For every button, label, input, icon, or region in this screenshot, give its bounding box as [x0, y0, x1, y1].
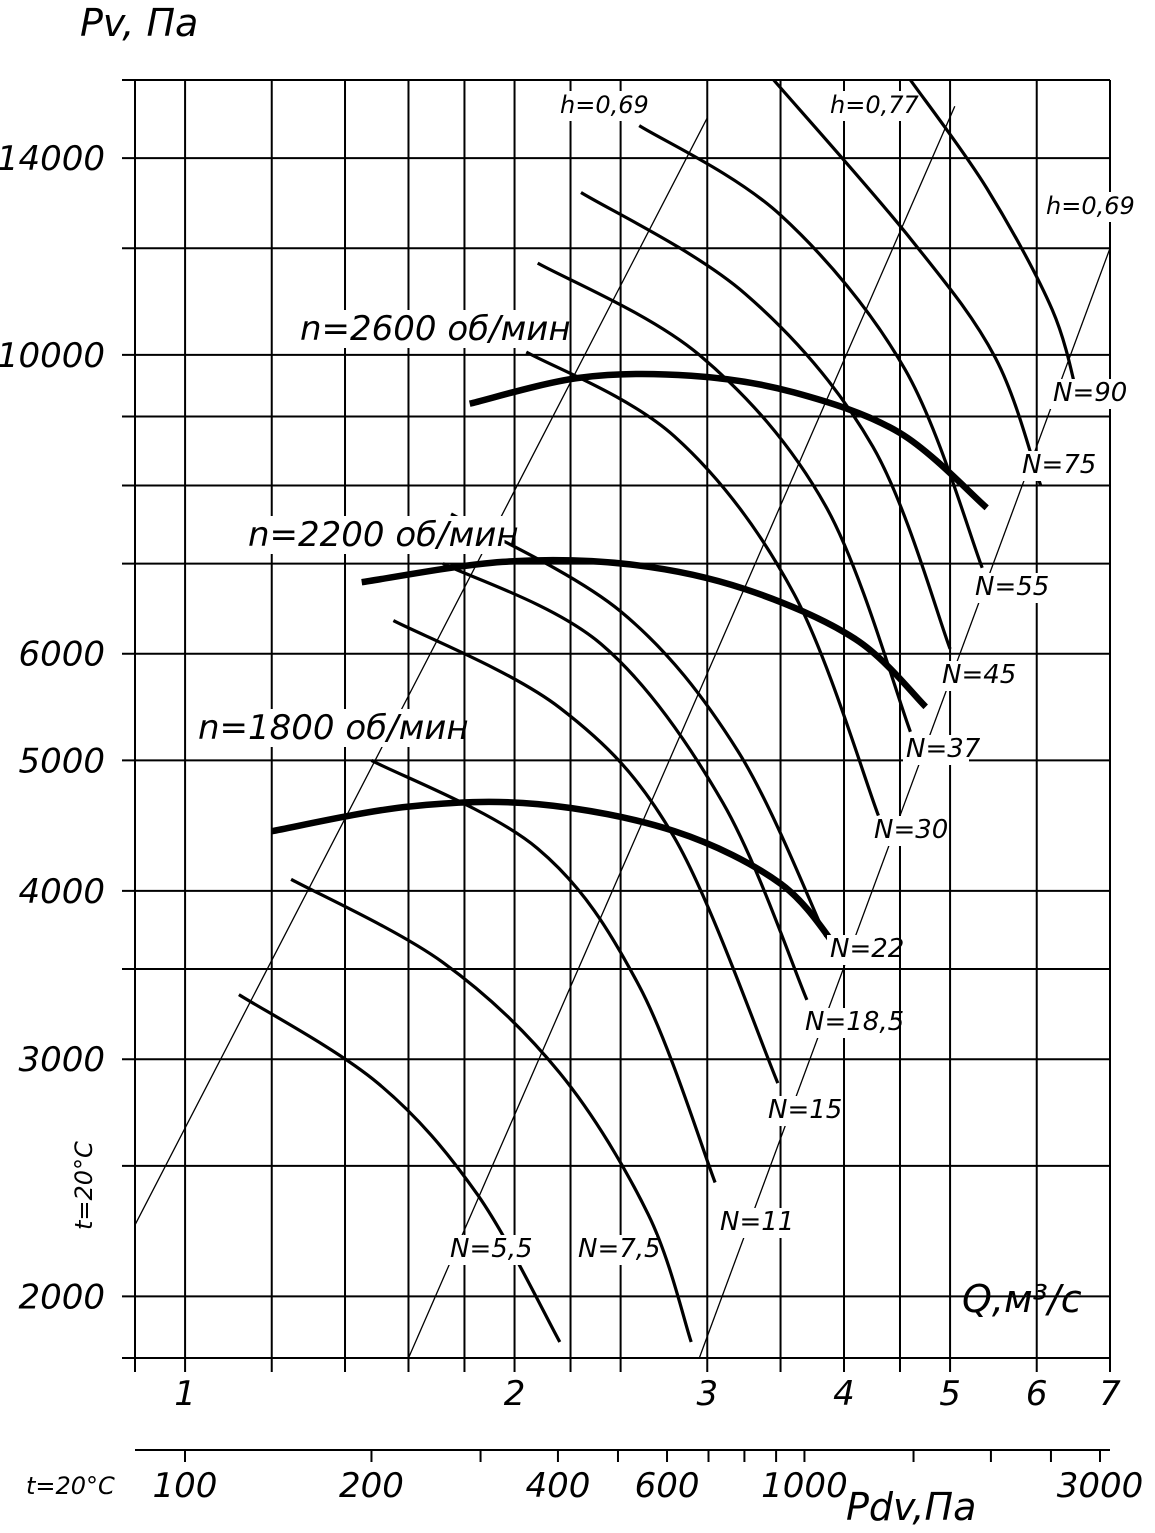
- speed-curve-n-2600-об-мин: [468, 370, 989, 511]
- y-tick-label: 14000: [0, 139, 105, 179]
- label-n-15: N=15: [768, 1095, 842, 1125]
- x-tick-label: 2: [504, 1374, 526, 1414]
- label-n-18-5: N=18,5: [805, 1007, 904, 1037]
- label-n-30: N=30: [874, 815, 948, 845]
- label-background: [717, 1208, 783, 1238]
- label-n-7-5: N=7,5: [578, 1234, 661, 1264]
- label-background: [195, 709, 455, 747]
- temperature-label-bottom: t=20°C: [26, 1472, 115, 1500]
- label-speed-3: n=1800 об/мин: [198, 708, 469, 748]
- label-background: [827, 91, 914, 121]
- label-n-5-5: N=5,5: [450, 1234, 533, 1264]
- label-n-75: N=75: [1022, 450, 1096, 480]
- x2-tick-label: 200: [339, 1466, 404, 1506]
- label-efficiency-1: h=0,69: [560, 91, 649, 119]
- power-curve-n-37: [536, 261, 912, 733]
- label-background: [765, 1096, 831, 1126]
- x-tick-label: 7: [1099, 1374, 1121, 1414]
- x2-tick-label: 100: [153, 1466, 218, 1506]
- label-background: [1050, 379, 1116, 409]
- x-tick-label: 3: [696, 1374, 718, 1414]
- x-axis-title: Q,м³/с: [962, 1277, 1082, 1321]
- power-curve-n-7-5: [290, 877, 693, 1343]
- y-tick-label: 4000: [18, 872, 105, 912]
- label-background: [827, 935, 893, 965]
- power-curve-n-55: [638, 124, 984, 569]
- label-background: [972, 573, 1038, 603]
- label-background: [557, 91, 644, 121]
- label-efficiency-3: h=0,69: [1046, 192, 1135, 220]
- y-axis-title: Pv, Па: [80, 1, 198, 45]
- speed-curve-n-2200-об-мин: [361, 556, 928, 710]
- x-tick-label: 1: [174, 1374, 196, 1414]
- x-tick-label: 4: [833, 1374, 855, 1414]
- label-speed-1: n=2600 об/мин: [300, 309, 571, 349]
- label-n-37: N=37: [906, 734, 981, 764]
- temperature-label-vertical: t=20°C: [70, 1141, 98, 1230]
- label-background: [1043, 192, 1130, 222]
- x-tick-label: 5: [939, 1374, 961, 1414]
- power-curve-n-18-5: [442, 562, 809, 1001]
- curve-labels: N=5,5 N=7,5 N=11 N=15 N=18,5 N=22 N=30 N=37 N=45…: [195, 91, 1135, 1265]
- tick-labels: 14000 10000 6000 5000 4000 3000 2000 1 2 3 4 5 6 7 100…: [0, 139, 1143, 1506]
- label-background: [447, 1235, 528, 1265]
- label-background: [575, 1235, 656, 1265]
- label-background: [903, 735, 969, 765]
- power-curve-n-45: [580, 191, 952, 650]
- x-tick-label: 6: [1026, 1374, 1048, 1414]
- label-speed-2: n=2200 об/мин: [248, 515, 519, 555]
- label-n-45: N=45: [942, 660, 1016, 690]
- speed-curves: [271, 370, 989, 952]
- label-background: [297, 310, 557, 348]
- power-curve-n-5-5: [238, 993, 562, 1343]
- label-background: [939, 661, 1005, 691]
- label-background: [871, 816, 937, 846]
- y-tick-label: 6000: [18, 635, 105, 675]
- power-curve-n-75: [772, 78, 1043, 487]
- y-tick-label: 3000: [18, 1040, 105, 1080]
- efficiency-line-3: [698, 248, 1111, 1359]
- y-tick-label: 5000: [18, 741, 105, 781]
- power-curve-n-22: [450, 512, 828, 938]
- power-curve-n-30: [525, 350, 880, 817]
- label-n-55: N=55: [975, 572, 1049, 602]
- label-n-90: N=90: [1053, 378, 1127, 408]
- label-background: [802, 1008, 898, 1038]
- y-tick-label: 10000: [0, 336, 105, 376]
- label-background: [245, 516, 505, 554]
- speed-curve-n-1800-об-мин: [271, 798, 841, 952]
- label-n-11: N=11: [720, 1207, 794, 1237]
- x2-axis-title: Pdv,Па: [846, 1485, 976, 1529]
- x2-tick-label: 600: [635, 1466, 700, 1506]
- power-curve-n-15: [392, 619, 780, 1084]
- x2-tick-label: 3000: [1057, 1466, 1144, 1506]
- efficiency-line-2: [407, 105, 956, 1359]
- efficiency-lines: [134, 105, 1111, 1359]
- power-curve-n-11: [370, 758, 717, 1184]
- efficiency-line-1: [134, 117, 708, 1226]
- label-n-22: N=22: [830, 934, 904, 964]
- power-curves: [238, 78, 1080, 1343]
- y-tick-label: 2000: [18, 1277, 105, 1317]
- label-background: [1019, 451, 1085, 481]
- x2-tick-label: 1000: [761, 1466, 848, 1506]
- power-curve-n-90: [909, 79, 1080, 401]
- label-efficiency-2: h=0,77: [830, 91, 919, 119]
- x2-tick-label: 400: [525, 1466, 590, 1506]
